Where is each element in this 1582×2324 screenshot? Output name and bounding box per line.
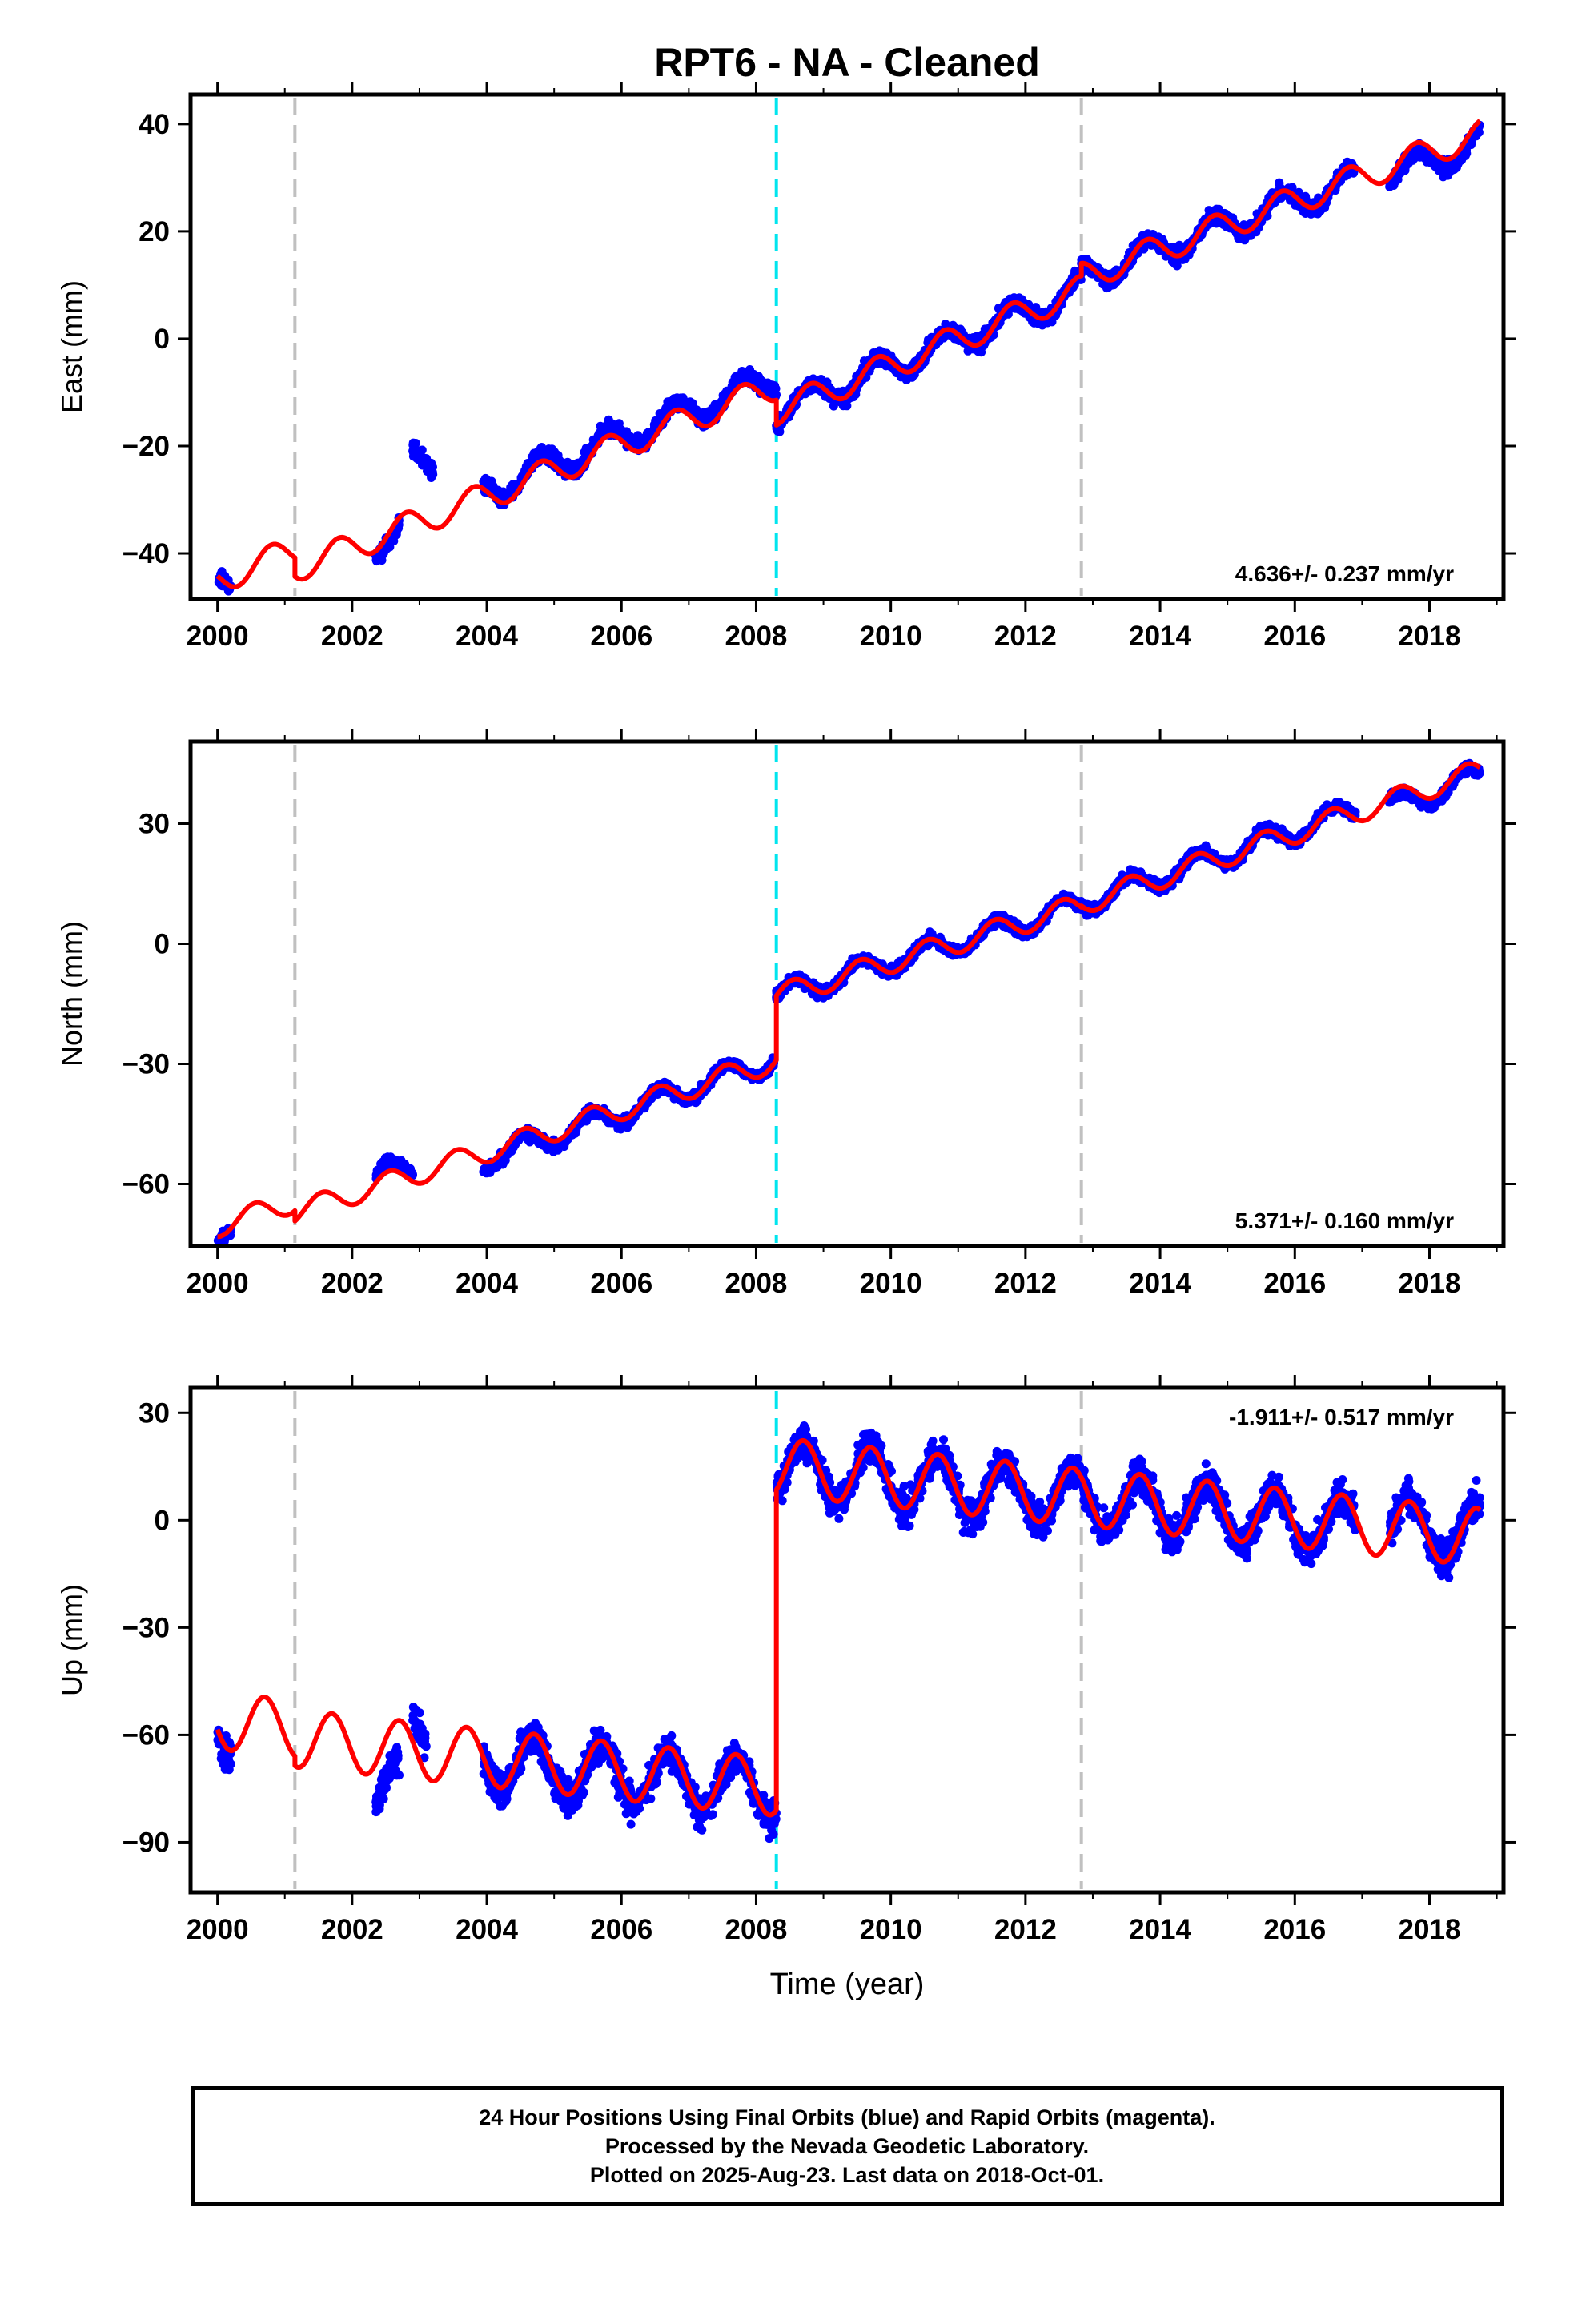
y-tick-label: 20 <box>139 216 170 247</box>
data-point <box>571 461 580 471</box>
data-point <box>749 374 759 384</box>
x-tick-label: 2014 <box>1129 621 1191 652</box>
x-tick-label: 2002 <box>321 621 383 652</box>
x-tick-label: 2012 <box>994 621 1057 652</box>
data-point <box>771 390 781 400</box>
data-point <box>427 473 436 482</box>
x-tick-label: 2016 <box>1263 621 1326 652</box>
data-point <box>768 382 777 391</box>
x-tick-label: 2018 <box>1399 621 1461 652</box>
data-point <box>773 426 783 436</box>
data-point <box>606 423 616 432</box>
y-tick-label: 0 <box>155 324 170 355</box>
data-point <box>412 454 422 463</box>
x-tick-label: 2010 <box>860 621 922 652</box>
data-point <box>596 427 605 436</box>
data-point <box>391 1156 401 1166</box>
data-point <box>1435 163 1445 172</box>
data-point <box>1450 164 1460 174</box>
x-tick-label: 2004 <box>456 621 518 652</box>
y-axis-label: East (mm) <box>55 280 88 413</box>
data-point <box>1313 209 1323 219</box>
data-point <box>400 1160 410 1169</box>
data-point <box>1238 234 1247 243</box>
data-point <box>678 393 688 403</box>
data-point <box>411 439 420 448</box>
data-point <box>1239 220 1249 230</box>
x-tick-label: 2000 <box>187 621 249 652</box>
data-point <box>371 555 381 565</box>
y-tick-label: 40 <box>139 109 170 140</box>
east-data-points <box>214 120 1484 596</box>
plot-frame <box>188 92 1506 601</box>
data-point <box>644 428 653 436</box>
data-point <box>540 448 550 457</box>
data-point <box>427 464 436 473</box>
data-point <box>494 489 504 499</box>
rate-label: 4.636+/- 0.237 mm/yr <box>1235 561 1454 586</box>
panel-north: 2000 2002 2004 2006 2008 2010 2012 2014 2016 2018… <box>55 729 1516 1299</box>
panel-east: 2000 2002 2004 2006 2008 2010 2012 2014 2016 2018… <box>55 82 1516 652</box>
y-tick-label: −40 <box>122 538 170 569</box>
data-point <box>1460 149 1470 159</box>
y-tick-label: −20 <box>122 431 170 462</box>
east-model-line <box>215 119 1482 589</box>
data-point <box>687 403 697 412</box>
data-point <box>373 1165 383 1175</box>
x-tick-label: 2008 <box>725 621 788 652</box>
data-point <box>731 372 741 381</box>
data-point <box>622 428 632 438</box>
data-point <box>841 400 851 409</box>
data-point <box>1143 229 1153 239</box>
data-point <box>668 400 677 410</box>
data-point <box>675 400 685 409</box>
data-point <box>1415 152 1425 162</box>
x-tick-label: 2006 <box>590 621 652 652</box>
figure-title: RPT6 - NA - Cleaned <box>654 40 1040 85</box>
data-point <box>709 410 717 419</box>
